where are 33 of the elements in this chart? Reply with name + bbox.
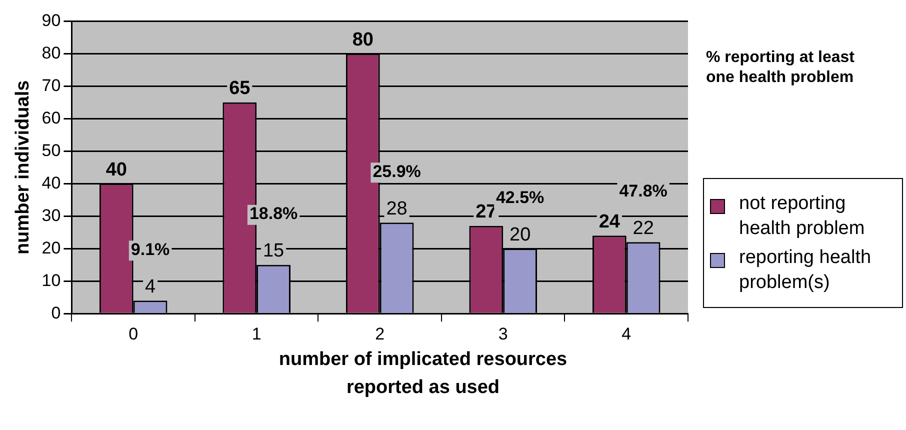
- annotation: 18.8%: [249, 204, 298, 224]
- y-tick-label: 90: [42, 10, 61, 30]
- annotation: 42.5%: [496, 188, 544, 207]
- x-tick-label: 3: [498, 324, 508, 344]
- x-axis-title: number of implicated resources reported as used: [278, 348, 568, 400]
- y-tick-label: 40: [42, 173, 61, 192]
- y-axis-title: number individuals: [12, 80, 34, 254]
- y-tick-label: 70: [42, 76, 61, 95]
- data-label: 28: [386, 198, 408, 220]
- y-tick-label: 60: [42, 108, 61, 128]
- y-tick-label: 50: [42, 140, 61, 160]
- data-label: 40: [106, 159, 127, 180]
- data-label: 4: [144, 276, 156, 298]
- annotation: 47.8%: [619, 181, 668, 200]
- text: % reporting at least one health problem: [706, 48, 856, 88]
- x-tick-label: 0: [128, 324, 138, 344]
- data-label: 80: [352, 29, 374, 50]
- data-label: 65: [229, 78, 251, 100]
- y-tick-label: 80: [42, 43, 61, 62]
- annotation: 9.1%: [130, 240, 170, 259]
- x-tick-label: 4: [622, 324, 632, 344]
- data-label: 20: [509, 224, 531, 246]
- data-label: 24: [598, 211, 620, 232]
- y-tick-label: 20: [42, 238, 61, 258]
- y-tick-label: 30: [42, 206, 61, 225]
- x-tick-label: 2: [375, 324, 385, 344]
- x-tick-label: 1: [252, 324, 262, 344]
- legend-label: reporting health problem(s): [739, 246, 872, 295]
- data-label: 22: [632, 218, 654, 239]
- y-tick-label: 10: [42, 270, 61, 290]
- data-label: 15: [262, 240, 284, 262]
- annotation: 25.9%: [372, 162, 421, 181]
- y-tick-label: 0: [51, 303, 61, 322]
